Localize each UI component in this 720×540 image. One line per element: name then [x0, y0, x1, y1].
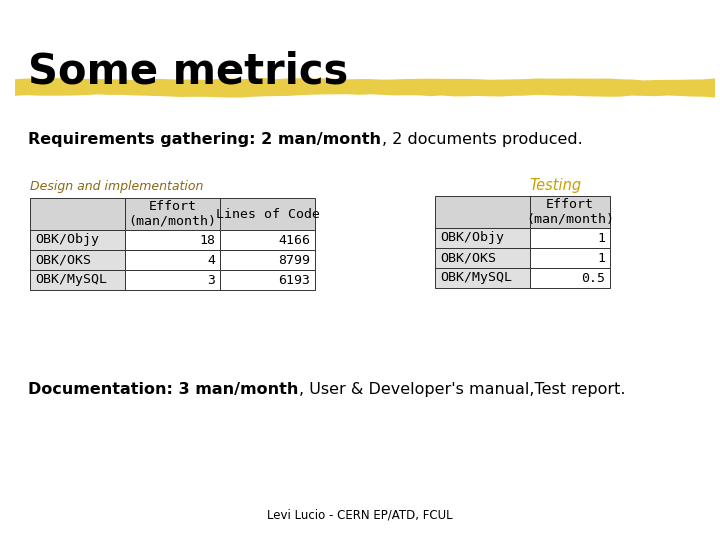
Text: 6193: 6193	[278, 273, 310, 287]
Bar	[530, 268, 610, 288]
Bar	[125, 270, 220, 290]
Bar	[220, 270, 315, 290]
Bar	[435, 228, 530, 248]
Bar	[220, 198, 315, 230]
Text: OBK/OKS: OBK/OKS	[440, 252, 496, 265]
Text: 1: 1	[597, 232, 605, 245]
Text: OBK/OKS: OBK/OKS	[35, 253, 91, 267]
Text: Effort
(man/month): Effort (man/month)	[128, 200, 217, 228]
Bar	[530, 248, 610, 268]
Text: 4166: 4166	[278, 233, 310, 246]
Bar	[530, 196, 610, 228]
Text: Levi Lucio - CERN EP/ATD, FCUL: Levi Lucio - CERN EP/ATD, FCUL	[267, 509, 453, 522]
Bar	[30, 198, 125, 230]
Text: OBK/MySQL: OBK/MySQL	[35, 273, 107, 287]
Bar	[220, 250, 315, 270]
Text: Design and implementation: Design and implementation	[30, 180, 203, 193]
Text: Requirements gathering: 2 man/month: Requirements gathering: 2 man/month	[28, 132, 381, 147]
Bar	[125, 250, 220, 270]
Text: OBK/Objy: OBK/Objy	[440, 232, 504, 245]
Bar	[435, 248, 530, 268]
Text: Lines of Code: Lines of Code	[215, 207, 320, 220]
Bar	[125, 230, 220, 250]
Text: , 2 documents produced.: , 2 documents produced.	[382, 132, 582, 147]
Bar	[435, 196, 530, 228]
Bar	[30, 230, 125, 250]
Text: 8799: 8799	[278, 253, 310, 267]
Polygon shape	[15, 78, 715, 98]
Text: OBK/MySQL: OBK/MySQL	[440, 272, 512, 285]
Text: Effort
(man/month): Effort (man/month)	[526, 198, 614, 226]
Text: 4: 4	[207, 253, 215, 267]
Text: Documentation: 3 man/month: Documentation: 3 man/month	[28, 382, 298, 397]
Text: 18: 18	[199, 233, 215, 246]
Bar	[530, 228, 610, 248]
Bar	[30, 250, 125, 270]
Bar	[435, 268, 530, 288]
Text: Some metrics: Some metrics	[28, 50, 348, 92]
Text: Testing: Testing	[529, 178, 581, 193]
Text: OBK/Objy: OBK/Objy	[35, 233, 99, 246]
Text: 1: 1	[597, 252, 605, 265]
Bar	[125, 198, 220, 230]
Text: 3: 3	[207, 273, 215, 287]
Bar	[30, 270, 125, 290]
Text: 0.5: 0.5	[581, 272, 605, 285]
Bar	[220, 230, 315, 250]
Text: , User & Developer's manual,Test report.: , User & Developer's manual,Test report.	[300, 382, 626, 397]
